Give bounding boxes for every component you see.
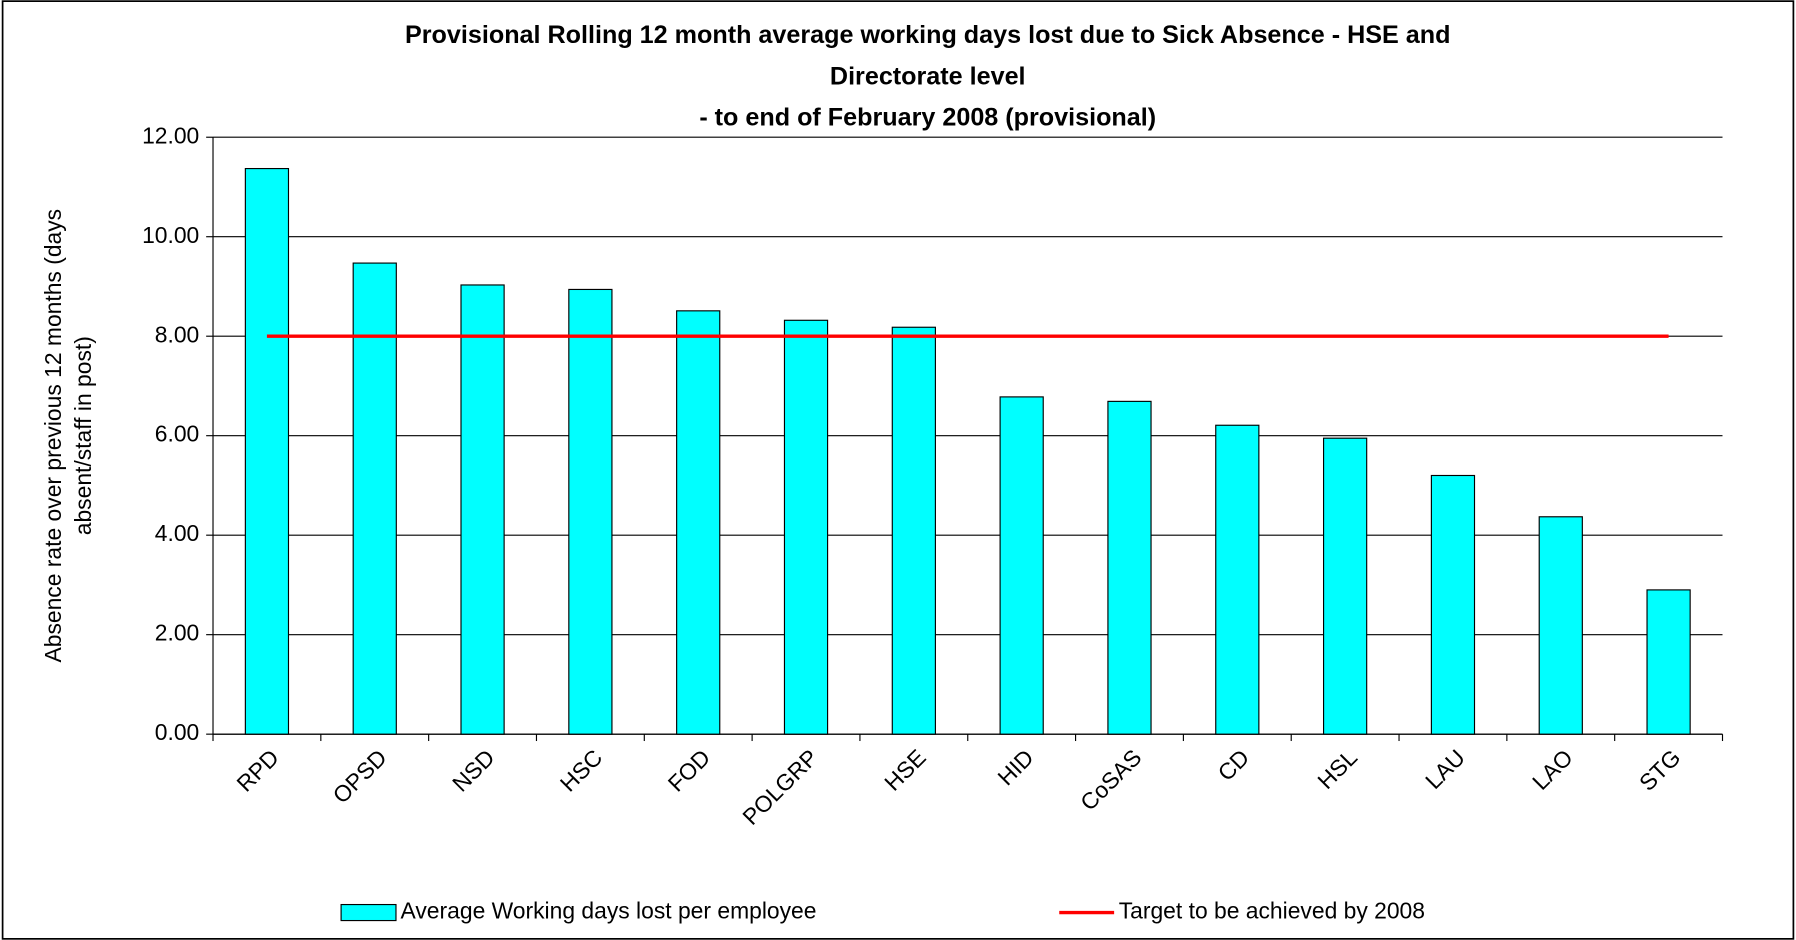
y-tick-label: 4.00 xyxy=(155,520,200,546)
bar xyxy=(1107,400,1152,735)
y-tick-label: 10.00 xyxy=(142,222,199,248)
y-axis-label: absent/staff in post) xyxy=(70,336,96,535)
y-axis-label: Absence rate over previous 12 months (da… xyxy=(40,209,66,663)
y-tick-label: 8.00 xyxy=(155,321,200,347)
chart-title: - to end of February 2008 (provisional) xyxy=(699,104,1156,132)
bar xyxy=(783,319,829,735)
legend-swatch xyxy=(340,903,397,922)
legend-label: Target to be achieved by 2008 xyxy=(1119,898,1425,924)
bar xyxy=(1538,516,1583,735)
bar xyxy=(352,262,397,735)
y-tick-label: 2.00 xyxy=(155,620,200,646)
chart-title: Provisional Rolling 12 month average wor… xyxy=(405,21,1450,49)
bar xyxy=(568,288,613,735)
bar xyxy=(1322,437,1368,735)
bar xyxy=(1646,589,1691,735)
y-tick-label: 6.00 xyxy=(155,421,200,447)
bar xyxy=(999,396,1044,735)
y-tick-label: 12.00 xyxy=(142,122,199,148)
chart-title: Directorate level xyxy=(830,62,1026,90)
bar xyxy=(676,310,721,735)
bar xyxy=(1215,424,1260,735)
bar xyxy=(1430,474,1476,735)
legend-label: Average Working days lost per employee xyxy=(401,898,817,924)
bar xyxy=(460,284,505,735)
bar xyxy=(244,167,290,735)
bar xyxy=(891,326,936,735)
y-tick-label: 0.00 xyxy=(155,719,200,745)
